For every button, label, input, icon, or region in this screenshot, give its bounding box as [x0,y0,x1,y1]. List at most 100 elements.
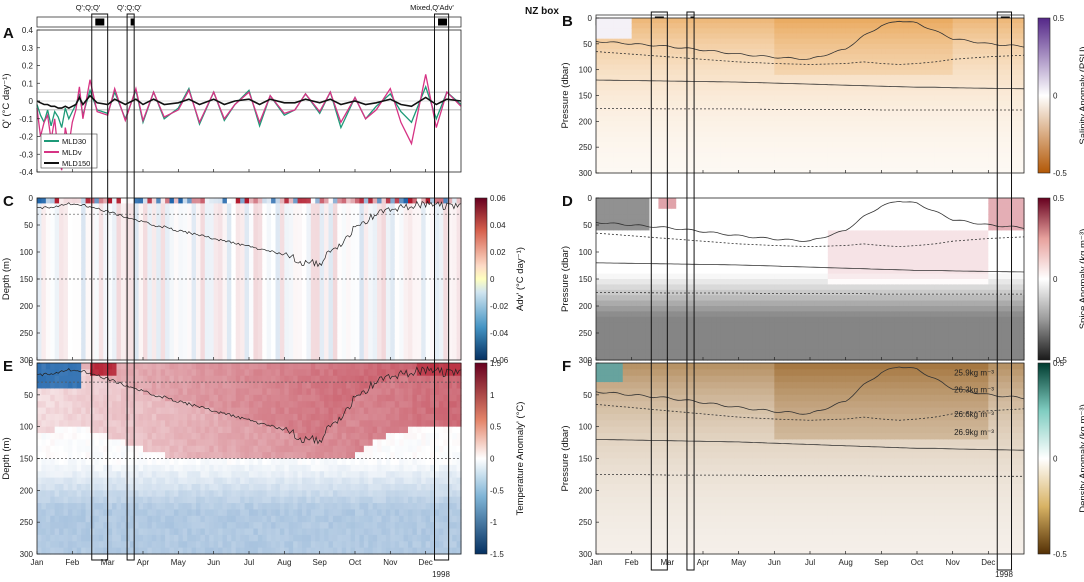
cell [778,167,784,174]
cell [257,252,263,258]
cell [288,198,294,204]
cell [827,111,833,117]
cell [787,147,793,153]
cell [778,105,784,112]
cell [908,23,914,29]
cell [752,69,758,76]
cell [845,85,851,91]
cell [796,131,802,138]
cell [774,111,780,117]
cell [801,147,807,153]
cell [689,33,695,40]
cell [930,64,936,71]
cell [209,343,215,350]
cell [725,95,731,102]
cell [676,162,682,169]
cell [622,64,628,71]
cell [129,214,135,221]
cell [191,322,197,329]
cell [876,54,882,60]
cell [676,59,682,66]
cell [859,147,865,153]
cell [306,230,312,237]
cell [992,152,998,159]
cell [707,64,713,71]
cell [72,208,78,215]
cell [222,343,228,350]
cell [1010,80,1016,86]
cell [841,54,847,60]
cell [222,311,228,318]
cell [231,284,237,291]
cell [725,116,731,122]
cell [966,126,972,133]
cell [266,198,272,204]
cell [134,230,140,237]
cell [328,235,334,242]
cell [743,33,749,40]
cell [98,300,104,307]
cell [966,43,972,50]
cell [760,38,767,45]
cell [961,111,967,117]
cell [1006,162,1012,169]
cell [680,59,686,66]
cell [596,136,602,143]
cell [698,64,704,71]
cell [310,246,316,253]
cell [67,230,73,237]
ytick-label: 150 [579,92,593,101]
cell [876,136,882,143]
cell [271,333,277,339]
cell [604,18,610,24]
cell [231,268,237,275]
cell [948,54,954,60]
cell [729,38,735,45]
cell [836,111,842,117]
cell [204,198,210,204]
cell [1019,105,1025,112]
cell [182,252,188,258]
cell [235,230,241,237]
cell [876,74,882,81]
cell [850,28,856,35]
cell [778,152,784,159]
cell [328,333,334,339]
cell [81,246,87,253]
cell [716,85,722,91]
cell [315,316,321,323]
cell [743,111,749,117]
cell [76,316,82,323]
cell [275,208,281,215]
cell [85,343,91,350]
cell [680,111,686,117]
cell [85,349,91,356]
cell [178,338,184,345]
cell [939,111,945,117]
cell [279,219,285,226]
cell [103,311,109,318]
cell [596,126,602,133]
cell [213,316,219,323]
cell [903,116,909,122]
cell [302,214,308,221]
cell [165,198,171,204]
cell [992,131,998,138]
cell [609,136,615,143]
cell [165,354,171,361]
cell [98,289,104,296]
cell [209,225,215,231]
cell [720,152,726,159]
cell [328,273,334,280]
cell [872,100,878,107]
cell [112,306,118,312]
cell [125,214,131,221]
cell [191,262,197,269]
cell [974,28,981,35]
cell [729,18,735,24]
cell [903,43,909,50]
cell [116,241,122,248]
cell [778,95,784,102]
cell [810,18,816,24]
cell [903,38,909,45]
